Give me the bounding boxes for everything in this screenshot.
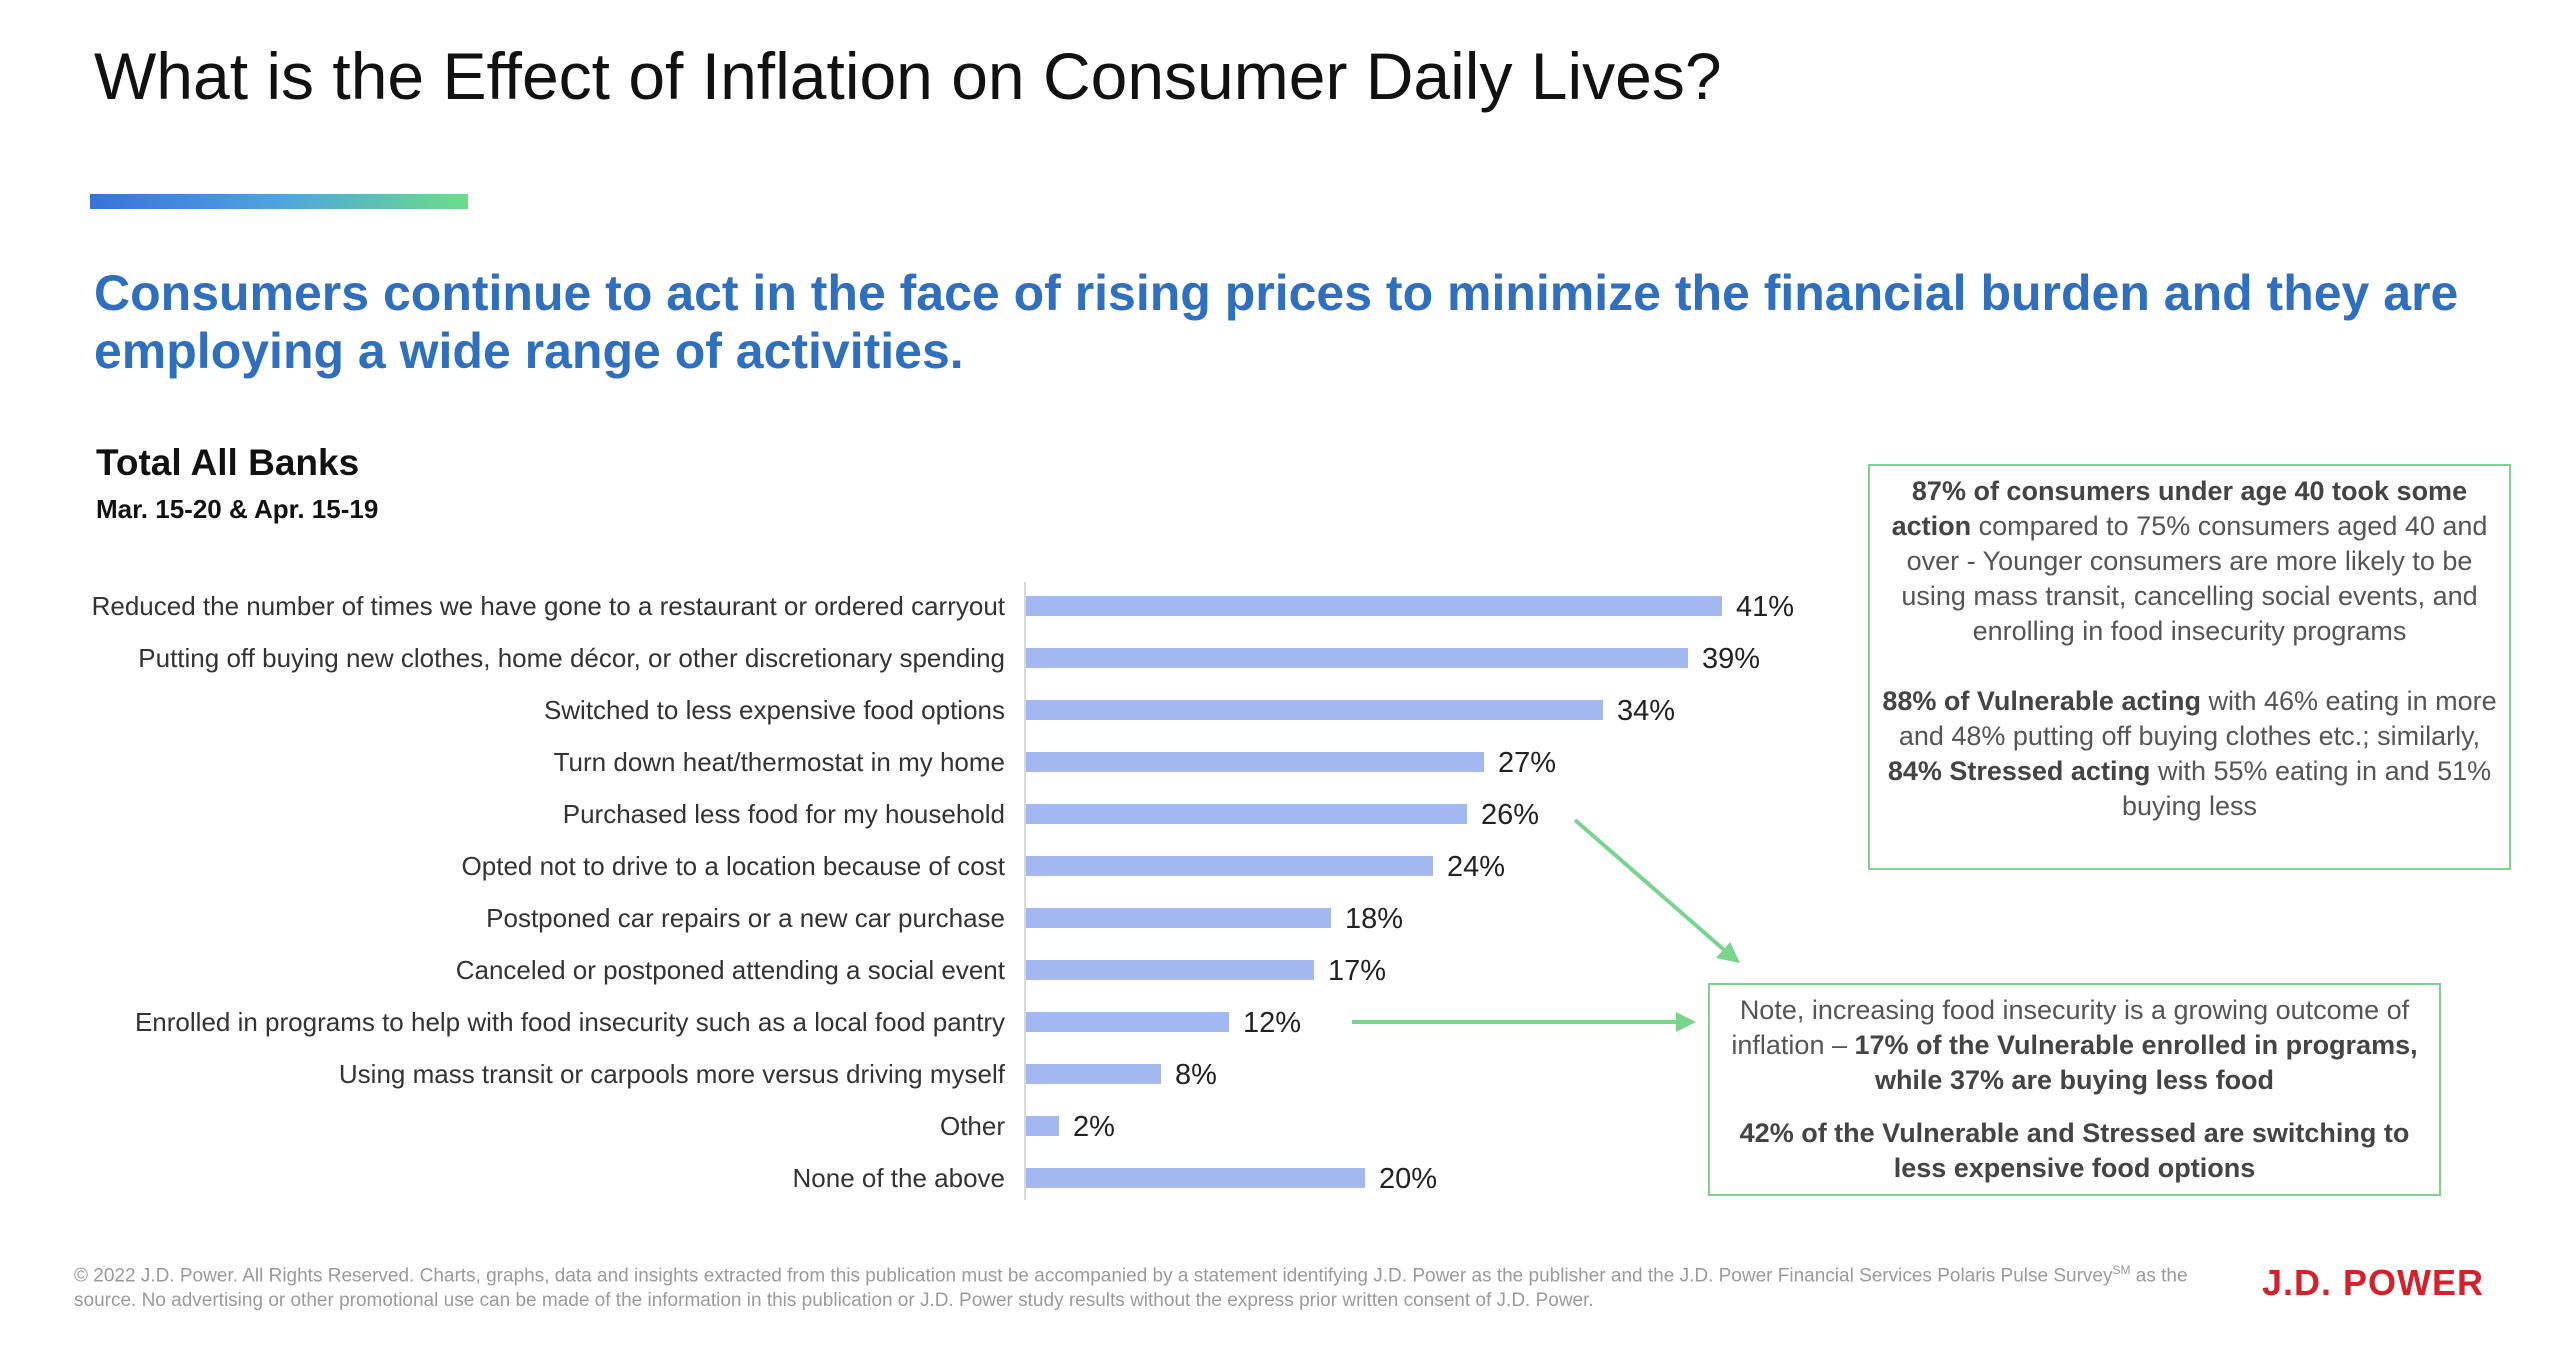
callout-1-para-1: 87% of consumers under age 40 took some …	[1882, 474, 2497, 649]
data-label: 12%	[1243, 1007, 1301, 1039]
category-label: Switched to less expensive food options	[544, 695, 1005, 725]
chart-section-date: Mar. 15-20 & Apr. 15-19	[96, 494, 379, 524]
page-subtitle: Consumers continue to act in the face of…	[94, 265, 2459, 379]
bar	[1025, 804, 1467, 824]
bar	[1025, 700, 1603, 720]
callout-food-insecurity-note: Note, increasing food insecurity is a gr…	[1708, 983, 2441, 1196]
callout-1-text-1: compared to 75% consumers aged 40 and ov…	[1901, 511, 2488, 646]
callout-1-text-3: with 55% eating in and 51% buying less	[2121, 756, 2492, 821]
callout-2-text-1: Note, increasing food insecurity is a gr…	[1731, 995, 2410, 1060]
callout-1-para-2: 88% of Vulnerable acting with 46% eating…	[1882, 684, 2497, 824]
callout-1-text-2: with 46% eating in more and 48% putting …	[1898, 686, 2497, 751]
category-label: None of the above	[793, 1163, 1006, 1193]
category-label: Using mass transit or carpools more vers…	[339, 1059, 1006, 1089]
bar	[1025, 856, 1433, 876]
data-label: 41%	[1736, 591, 1794, 623]
category-label: Reduced the number of times we have gone…	[92, 591, 1006, 621]
callout-1-bold-2: 88% of Vulnerable acting	[1882, 686, 2201, 716]
page-title: What is the Effect of Inflation on Consu…	[94, 39, 1722, 113]
callout-2-bold-1: 17% of the Vulnerable enrolled in progra…	[1854, 1030, 2418, 1095]
data-label: 20%	[1379, 1163, 1437, 1195]
category-label: Canceled or postponed attending a social…	[456, 955, 1006, 985]
bar	[1025, 596, 1722, 616]
data-label: 2%	[1073, 1111, 1115, 1143]
data-label: 24%	[1447, 851, 1505, 883]
callout-2-bold-2: 42% of the Vulnerable and Stressed are s…	[1739, 1118, 2410, 1183]
bar	[1025, 1064, 1161, 1084]
category-label: Enrolled in programs to help with food i…	[135, 1007, 1005, 1037]
callout-age-vulnerable: 87% of consumers under age 40 took some …	[1868, 464, 2511, 870]
callout-1-bold-3: 84% Stressed acting	[1887, 756, 2151, 786]
data-label: 34%	[1617, 695, 1675, 727]
data-label: 27%	[1498, 747, 1556, 779]
bar	[1025, 648, 1688, 668]
bar	[1025, 908, 1331, 928]
category-label: Opted not to drive to a location because…	[462, 851, 1006, 881]
jd-power-logo: J.D. POWER	[2262, 1262, 2485, 1303]
callout-1-bold-1: 87% of consumers under age 40 took some …	[1891, 476, 2468, 541]
data-label: 18%	[1345, 903, 1403, 935]
bars-layer: Reduced the number of times we have gone…	[92, 591, 1794, 1195]
callout-2-para-1: Note, increasing food insecurity is a gr…	[1722, 993, 2427, 1098]
accent-gradient-bar	[90, 194, 468, 209]
category-label: Purchased less food for my household	[563, 799, 1005, 829]
bar	[1025, 960, 1314, 980]
bar	[1025, 1116, 1059, 1136]
category-label: Other	[940, 1111, 1005, 1141]
bar	[1025, 1012, 1229, 1032]
category-label: Putting off buying new clothes, home déc…	[138, 643, 1005, 673]
data-label: 8%	[1175, 1059, 1217, 1091]
callout-2-para-2: 42% of the Vulnerable and Stressed are s…	[1722, 1116, 2427, 1186]
copyright-footer: © 2022 J.D. Power. All Rights Reserved. …	[74, 1258, 2194, 1313]
footer-text: © 2022 J.D. Power. All Rights Reserved. …	[74, 1265, 2113, 1287]
data-label: 17%	[1328, 955, 1386, 987]
bar	[1025, 752, 1484, 772]
arrow-to-note-from-purchased-less-food	[1573, 818, 1740, 963]
data-label: 26%	[1481, 799, 1539, 831]
data-label: 39%	[1702, 643, 1760, 675]
category-label: Turn down heat/thermostat in my home	[554, 747, 1005, 777]
footer-text-end: as the source. No advertising or other p…	[74, 1265, 2188, 1312]
arrow-to-note-from-enrolled-programs	[1352, 1012, 1696, 1032]
chart-section-title: Total All Banks	[96, 442, 360, 483]
footer-servicemark: SM	[2112, 1263, 2131, 1277]
category-label: Postponed car repairs or a new car purch…	[486, 903, 1005, 933]
bar	[1025, 1168, 1365, 1188]
